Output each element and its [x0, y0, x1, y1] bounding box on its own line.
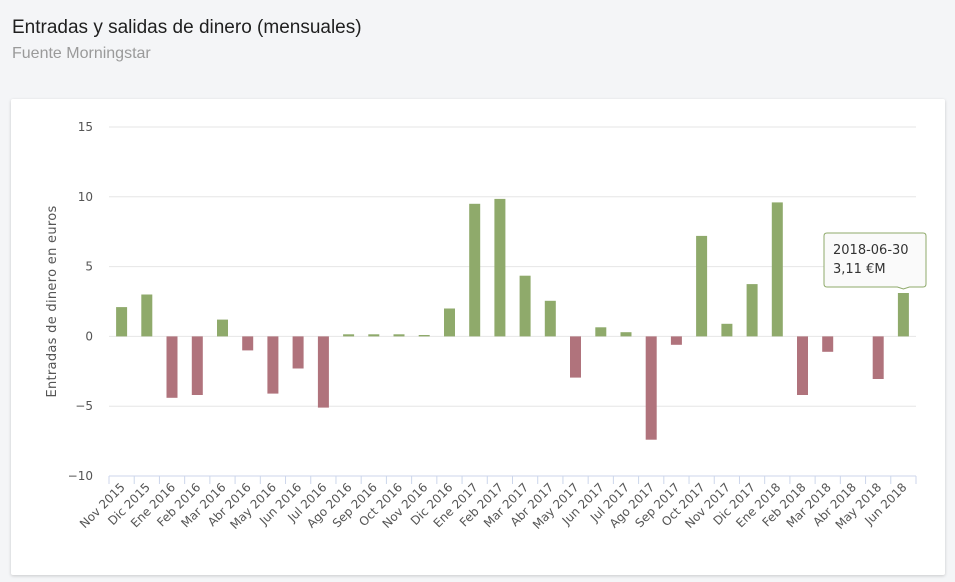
y-tick-label: −10: [68, 469, 93, 483]
bar: [141, 294, 153, 337]
y-tick-label: 5: [85, 260, 93, 274]
y-tick-label: 0: [85, 329, 93, 343]
y-tick-label: −5: [75, 399, 93, 413]
y-axis-label: Entradas de dinero en euros: [45, 205, 60, 397]
bar: [897, 293, 909, 337]
bar: [343, 334, 355, 337]
y-axis-ticks: −10 −5 0 5 10 15: [68, 120, 93, 483]
bar: [393, 334, 405, 337]
bar: [595, 327, 607, 337]
bar: [872, 336, 884, 379]
bar: [544, 300, 556, 337]
tooltip-date: 2018-06-30: [833, 243, 909, 258]
bar: [670, 336, 682, 345]
bar: [191, 336, 203, 395]
bar: [494, 198, 506, 337]
bar: [418, 335, 430, 337]
bar: [317, 336, 329, 408]
bar: [116, 307, 128, 337]
bar: [771, 202, 783, 337]
bar: [444, 308, 455, 337]
chart-subtitle: Fuente Morningstar: [12, 45, 151, 62]
x-axis: [108, 475, 917, 484]
bars: [116, 198, 909, 440]
bar: [645, 336, 657, 440]
y-tick-label: 15: [78, 120, 93, 134]
tooltip: 2018-06-30 3,11 €M: [823, 232, 927, 290]
chart-card: −10 −5 0 5 10 15 Nov 2015 Dic 2015 Ene 2016 Feb …: [11, 99, 945, 575]
bar: [570, 336, 581, 378]
bar: [721, 323, 733, 337]
bar: [797, 336, 808, 395]
bar: [368, 334, 380, 337]
y-tick-label: 10: [78, 190, 93, 204]
bar: [267, 336, 279, 394]
bar: [822, 336, 834, 352]
bar: [519, 275, 531, 337]
tooltip-box: [823, 232, 927, 290]
bar: [292, 336, 304, 369]
bar: [166, 336, 178, 398]
grid-lines: [109, 126, 916, 407]
bar: [746, 284, 758, 337]
chart-header: Entradas y salidas de dinero (mensuales)…: [12, 14, 362, 66]
bar: [217, 319, 228, 337]
bar: [242, 336, 254, 351]
tooltip-value: 3,11 €M: [833, 262, 886, 277]
chart-title: Entradas y salidas de dinero (mensuales): [12, 17, 362, 38]
bar: [696, 235, 708, 337]
bar: [620, 332, 632, 337]
bar: [469, 203, 481, 337]
